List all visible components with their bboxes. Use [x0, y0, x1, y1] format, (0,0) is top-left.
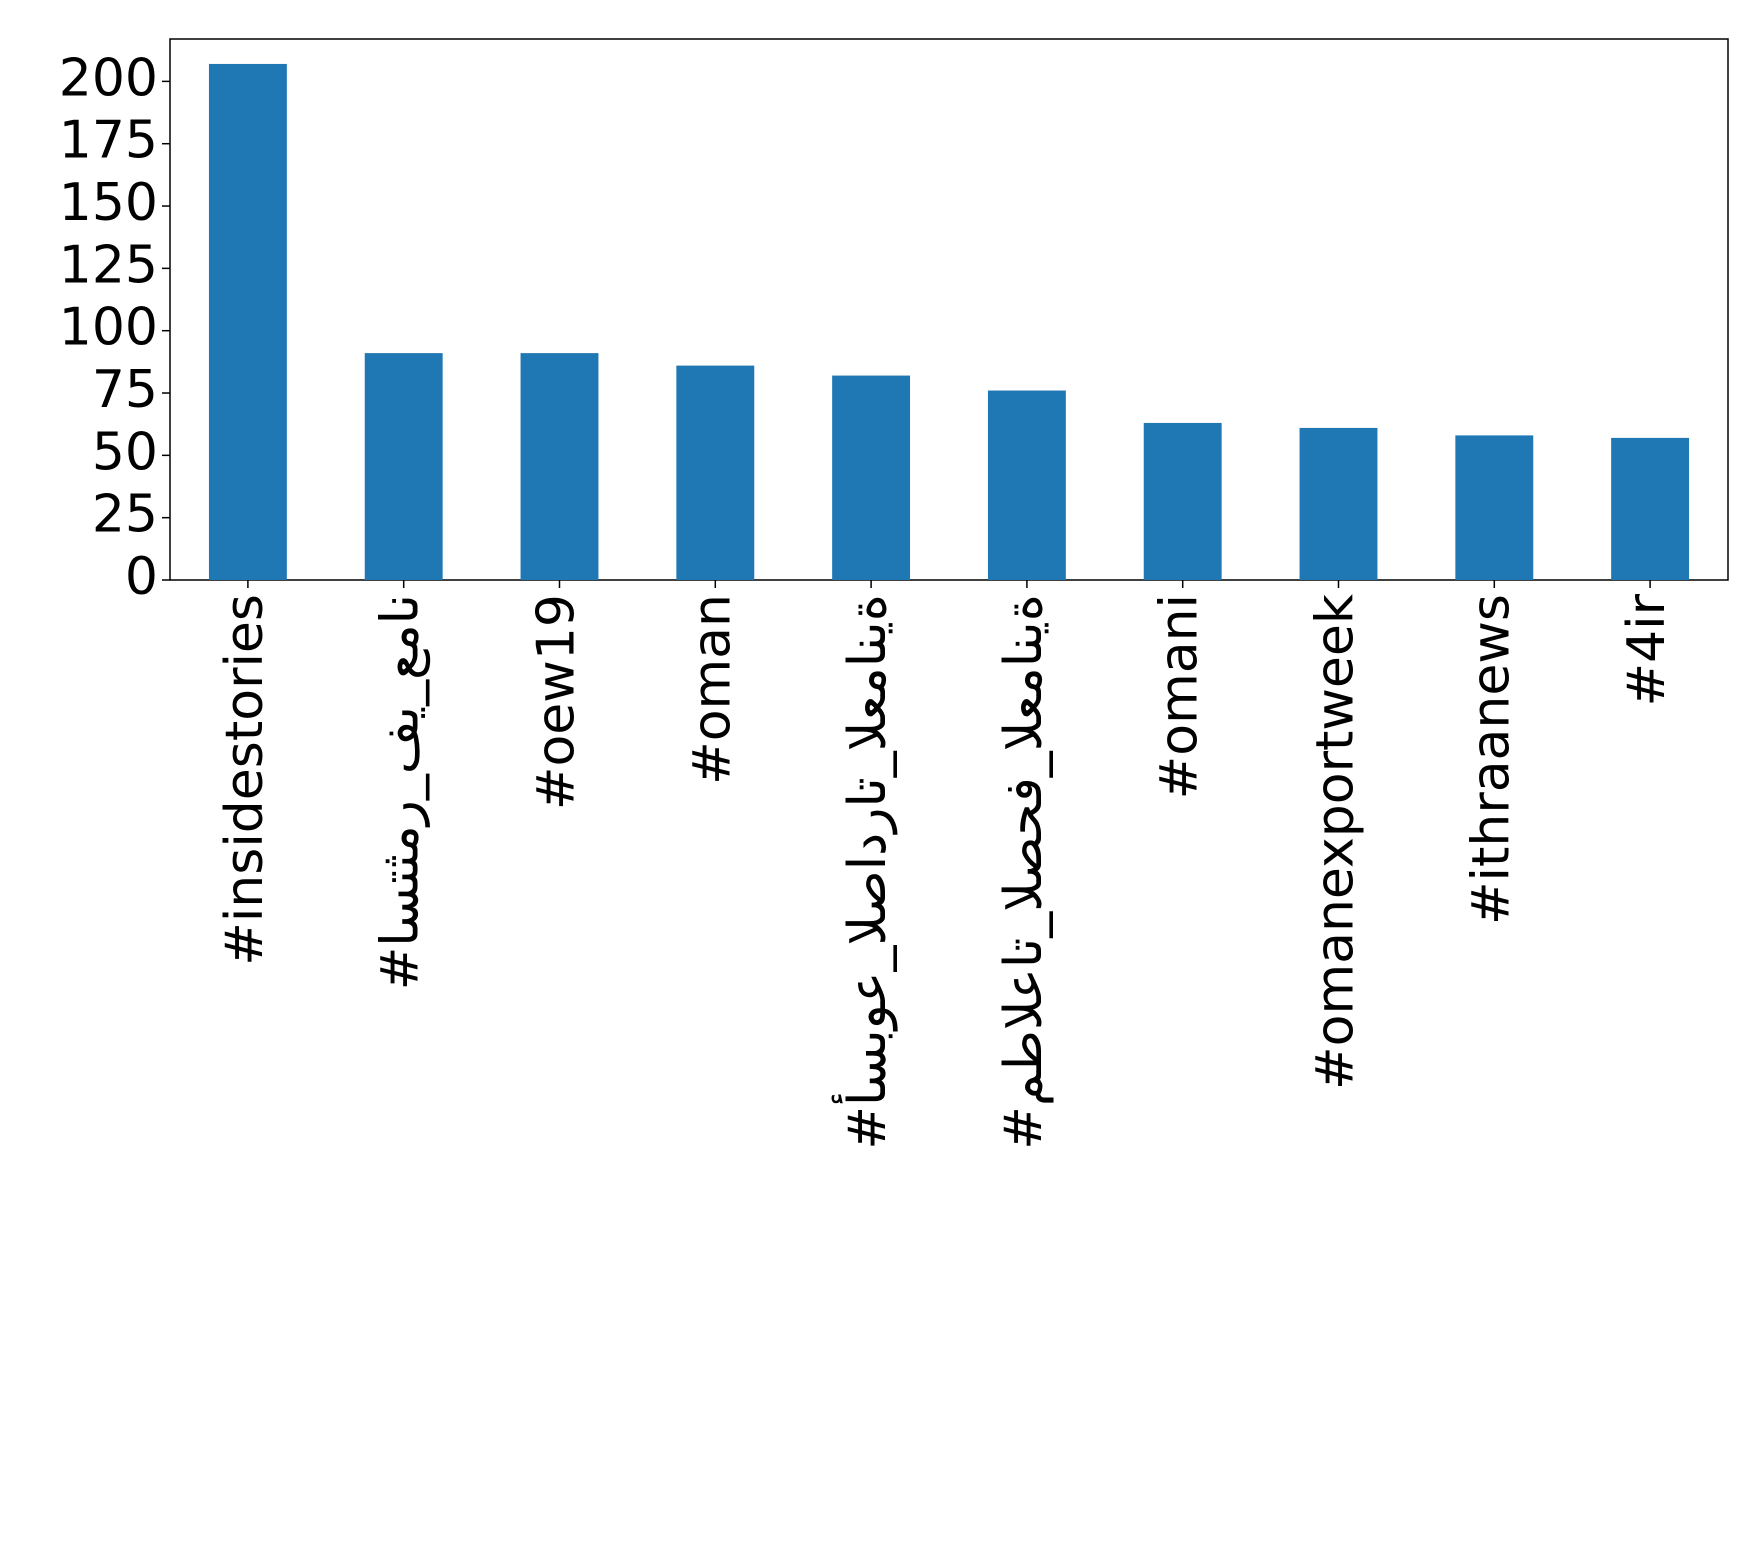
x-tick-label: #omani: [1150, 594, 1210, 799]
x-tick-label: #4ir: [1617, 593, 1677, 706]
x-tick-label: #استثمر_في_عمان: [371, 594, 431, 990]
y-tick-label: 100: [59, 298, 158, 358]
plot-frame: [169, 38, 1729, 581]
y-tick-label: 150: [59, 173, 158, 233]
x-tick-label: #omanexportweek: [1306, 594, 1366, 1090]
y-tick-label: 175: [59, 111, 158, 171]
x-tick-label: #oman: [682, 594, 742, 785]
bar: [832, 375, 911, 580]
bar: [1611, 437, 1690, 580]
y-tick-label: 125: [59, 235, 158, 295]
bar: [1455, 435, 1534, 580]
y-tick-label: 200: [59, 48, 158, 108]
bar: [520, 353, 599, 580]
y-tick-label: 75: [92, 360, 158, 420]
x-tick-label: #insidestories: [215, 594, 275, 966]
bar: [1143, 422, 1222, 580]
y-tick-label: 0: [125, 547, 158, 607]
bar: [208, 63, 287, 581]
bar: [364, 353, 443, 580]
x-tick-label: #مطالعات_الصحف_العمانية: [994, 594, 1054, 1150]
bar: [987, 390, 1066, 580]
x-tick-label: #oew19: [527, 594, 587, 810]
y-tick-label: 50: [92, 422, 158, 482]
bar: [1299, 427, 1378, 580]
bar: [676, 365, 755, 580]
y-tick-label: 25: [92, 485, 158, 545]
x-tick-label: #ithraanews: [1461, 594, 1521, 925]
x-tick-label: #أسبوع_الصادرات_العمانية: [831, 594, 898, 1150]
